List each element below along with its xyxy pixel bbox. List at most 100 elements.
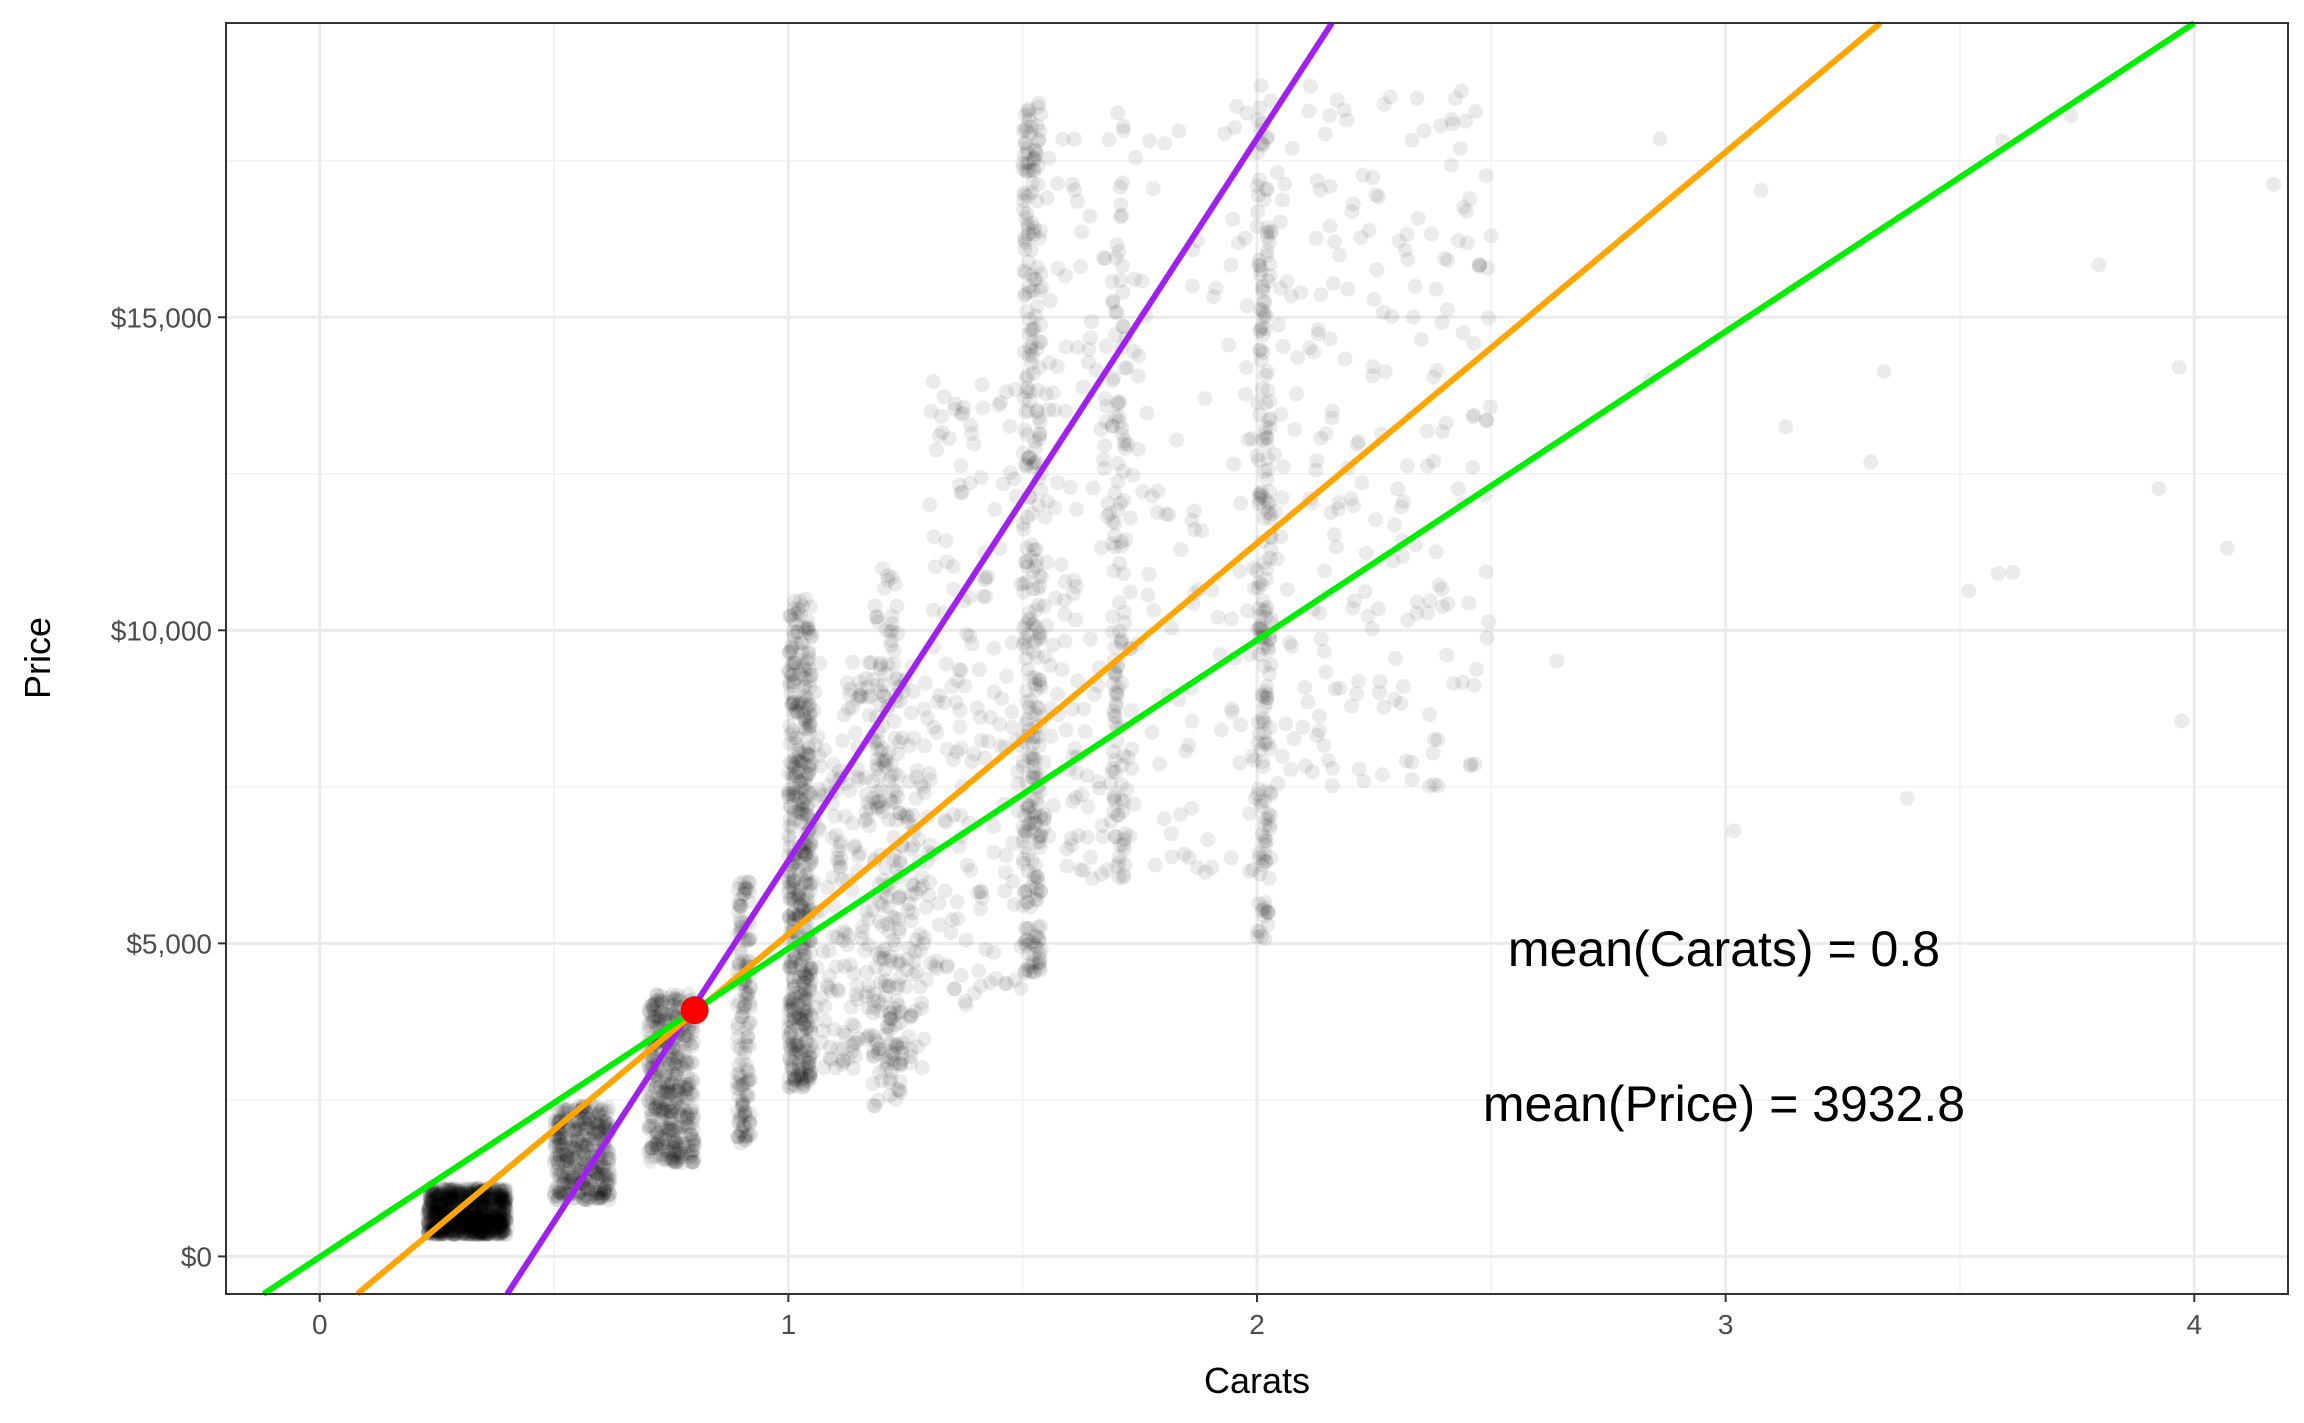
data-point <box>1290 350 1306 366</box>
data-point <box>574 1135 590 1151</box>
data-point <box>432 1204 448 1220</box>
data-point <box>854 919 870 934</box>
data-point <box>1419 423 1435 439</box>
data-point <box>490 1194 506 1210</box>
data-point <box>1340 281 1356 297</box>
data-point <box>424 1199 440 1215</box>
data-point <box>835 932 851 948</box>
data-point <box>1134 273 1150 289</box>
data-point <box>492 1217 508 1233</box>
data-point <box>456 1212 472 1228</box>
data-point <box>1110 396 1126 412</box>
data-point <box>449 1215 465 1231</box>
data-point <box>462 1213 478 1229</box>
data-point <box>481 1195 497 1211</box>
data-point <box>498 1187 514 1203</box>
data-point <box>828 1060 843 1076</box>
data-point <box>563 1139 579 1155</box>
data-point <box>433 1196 449 1212</box>
data-point <box>997 864 1013 880</box>
data-point <box>672 1086 688 1102</box>
data-point <box>1257 734 1273 750</box>
data-point <box>491 1208 507 1224</box>
data-point <box>1224 611 1239 627</box>
data-point <box>473 1223 489 1239</box>
data-point <box>436 1183 452 1199</box>
data-point <box>442 1183 458 1198</box>
data-point <box>422 1198 437 1214</box>
data-point <box>482 1192 498 1208</box>
data-point <box>484 1197 500 1213</box>
data-point <box>1229 98 1244 114</box>
data-point <box>483 1190 499 1206</box>
data-point <box>496 1190 512 1206</box>
data-point <box>496 1212 512 1228</box>
data-point <box>1233 717 1248 733</box>
data-point <box>1226 456 1242 472</box>
data-point <box>426 1205 442 1221</box>
data-point <box>580 1180 596 1196</box>
data-point <box>465 1216 481 1232</box>
data-point <box>424 1193 440 1209</box>
data-point <box>567 1151 583 1166</box>
data-point <box>904 905 920 921</box>
data-point <box>442 1185 458 1201</box>
data-point <box>449 1226 465 1241</box>
data-point <box>477 1225 493 1241</box>
data-point <box>477 1208 493 1224</box>
data-point <box>1064 830 1079 846</box>
data-point <box>1317 563 1333 579</box>
data-point <box>465 1222 480 1238</box>
data-point <box>550 1178 566 1194</box>
data-point <box>436 1181 452 1197</box>
data-point <box>445 1190 460 1206</box>
data-point <box>472 1202 488 1217</box>
data-point <box>922 497 937 513</box>
data-point <box>1083 631 1098 647</box>
data-point <box>499 1192 515 1208</box>
data-point <box>563 1154 579 1169</box>
data-point <box>1275 192 1291 208</box>
data-point <box>459 1208 474 1224</box>
data-point <box>490 1226 506 1242</box>
data-point <box>588 1190 604 1206</box>
data-point <box>448 1181 464 1196</box>
data-point <box>1217 125 1233 141</box>
data-point <box>552 1135 568 1150</box>
data-point <box>477 1207 493 1223</box>
data-point <box>485 1200 501 1216</box>
data-point <box>485 1215 501 1230</box>
data-point <box>479 1201 495 1217</box>
data-point <box>1428 544 1444 560</box>
data-point <box>848 1048 863 1064</box>
data-point <box>493 1213 509 1229</box>
data-point <box>957 993 973 1009</box>
data-point <box>1002 418 1018 434</box>
data-point <box>476 1195 492 1211</box>
data-point <box>494 1188 510 1204</box>
data-point <box>456 1225 472 1241</box>
data-point <box>479 1219 495 1235</box>
data-point <box>562 1173 578 1189</box>
data-point <box>495 1221 511 1237</box>
data-point <box>575 1190 591 1206</box>
data-point <box>451 1183 467 1199</box>
data-point <box>458 1217 474 1233</box>
data-point <box>428 1200 444 1216</box>
data-point <box>467 1200 483 1216</box>
data-point <box>446 1181 462 1197</box>
data-point <box>480 1216 496 1232</box>
data-point <box>495 1224 511 1240</box>
data-point <box>454 1220 470 1236</box>
data-point <box>430 1197 446 1213</box>
data-point <box>798 1021 814 1037</box>
data-point <box>1344 204 1360 220</box>
data-point <box>803 599 819 615</box>
data-point <box>575 1127 591 1143</box>
data-point <box>999 669 1015 684</box>
data-point <box>431 1204 447 1220</box>
data-point <box>1255 327 1271 343</box>
data-point <box>487 1226 502 1242</box>
data-point <box>950 911 966 927</box>
data-point <box>482 1209 498 1225</box>
